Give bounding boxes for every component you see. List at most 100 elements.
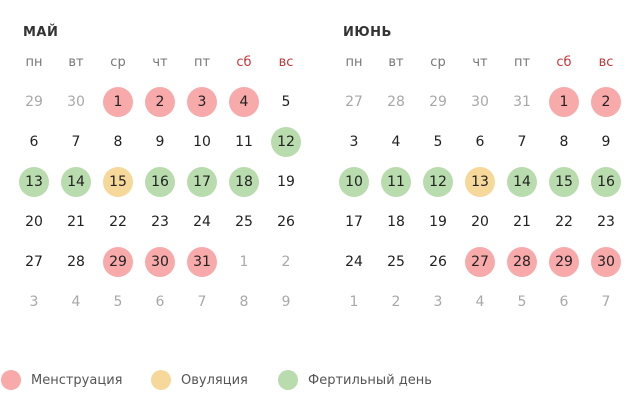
day-cell[interactable]: 24 — [333, 242, 375, 282]
day-cell[interactable]: 3 — [417, 282, 459, 322]
day-cell[interactable]: 30 — [459, 82, 501, 122]
day-cell[interactable]: 30 — [585, 242, 627, 282]
day-cell[interactable]: 28 — [55, 242, 97, 282]
day-cell[interactable]: 8 — [97, 122, 139, 162]
day-cell[interactable]: 5 — [265, 82, 307, 122]
day-cell[interactable]: 17 — [333, 202, 375, 242]
weekday-header: вт — [388, 55, 404, 70]
day-cell[interactable]: 1 — [333, 282, 375, 322]
day-cell[interactable]: 27 — [13, 242, 55, 282]
day-cell[interactable]: 29 — [543, 242, 585, 282]
day-cell[interactable]: 7 — [55, 122, 97, 162]
day-number: 2 — [391, 294, 401, 310]
day-cell[interactable]: 28 — [501, 242, 543, 282]
day-cell[interactable]: 1 — [223, 242, 265, 282]
day-cell[interactable]: 6 — [543, 282, 585, 322]
day-cell[interactable]: 3 — [333, 122, 375, 162]
day-cell[interactable]: 6 — [459, 122, 501, 162]
weekday-header: вс — [598, 55, 614, 70]
day-cell[interactable]: 12 — [417, 162, 459, 202]
day-cell[interactable]: 13 — [459, 162, 501, 202]
day-cell[interactable]: 11 — [223, 122, 265, 162]
day-cell[interactable]: 4 — [55, 282, 97, 322]
day-number: 22 — [109, 214, 127, 230]
day-cell[interactable]: 28 — [375, 82, 417, 122]
day-cell[interactable]: 10 — [333, 162, 375, 202]
day-number: 27 — [25, 254, 43, 270]
day-cell[interactable]: 29 — [97, 242, 139, 282]
day-cell[interactable]: 16 — [585, 162, 627, 202]
day-cell[interactable]: 9 — [139, 122, 181, 162]
day-cell[interactable]: 5 — [417, 122, 459, 162]
day-cell[interactable]: 2 — [375, 282, 417, 322]
day-cell[interactable]: 9 — [265, 282, 307, 322]
day-cell[interactable]: 3 — [181, 82, 223, 122]
day-cell[interactable]: 4 — [223, 82, 265, 122]
day-cell[interactable]: 22 — [97, 202, 139, 242]
day-cell[interactable]: 8 — [223, 282, 265, 322]
day-number: 18 — [229, 167, 259, 197]
day-cell[interactable]: 7 — [501, 122, 543, 162]
day-cell[interactable]: 2 — [585, 82, 627, 122]
day-cell[interactable]: 8 — [543, 122, 585, 162]
day-cell[interactable]: 12 — [265, 122, 307, 162]
day-number: 3 — [29, 294, 39, 310]
day-cell[interactable]: 29 — [417, 82, 459, 122]
day-cell[interactable]: 5 — [97, 282, 139, 322]
day-cell[interactable]: 13 — [13, 162, 55, 202]
day-cell[interactable]: 7 — [585, 282, 627, 322]
day-cell[interactable]: 1 — [543, 82, 585, 122]
day-cell[interactable]: 31 — [501, 82, 543, 122]
day-cell[interactable]: 3 — [13, 282, 55, 322]
day-cell[interactable]: 16 — [139, 162, 181, 202]
day-cell[interactable]: 10 — [181, 122, 223, 162]
day-number: 8 — [239, 294, 249, 310]
day-cell[interactable]: 31 — [181, 242, 223, 282]
day-cell[interactable]: 23 — [585, 202, 627, 242]
day-cell[interactable]: 25 — [375, 242, 417, 282]
day-cell[interactable]: 6 — [13, 122, 55, 162]
day-cell[interactable]: 30 — [55, 82, 97, 122]
day-cell[interactable]: 2 — [139, 82, 181, 122]
day-number: 9 — [155, 134, 165, 150]
day-cell[interactable]: 20 — [13, 202, 55, 242]
day-cell[interactable]: 15 — [543, 162, 585, 202]
day-cell[interactable]: 22 — [543, 202, 585, 242]
day-cell[interactable]: 19 — [417, 202, 459, 242]
day-cell[interactable]: 18 — [223, 162, 265, 202]
day-cell[interactable]: 4 — [459, 282, 501, 322]
day-cell[interactable]: 23 — [139, 202, 181, 242]
day-cell[interactable]: 17 — [181, 162, 223, 202]
day-cell[interactable]: 4 — [375, 122, 417, 162]
day-cell[interactable]: 1 — [97, 82, 139, 122]
day-cell[interactable]: 7 — [181, 282, 223, 322]
day-cell[interactable]: 11 — [375, 162, 417, 202]
day-number: 1 — [349, 294, 359, 310]
day-cell[interactable]: 5 — [501, 282, 543, 322]
day-cell[interactable]: 26 — [265, 202, 307, 242]
day-cell[interactable]: 19 — [265, 162, 307, 202]
day-number: 1 — [103, 87, 133, 117]
month-title: МАЙ — [23, 25, 59, 40]
day-cell[interactable]: 25 — [223, 202, 265, 242]
day-cell[interactable]: 27 — [333, 82, 375, 122]
day-number: 15 — [103, 167, 133, 197]
day-cell[interactable]: 15 — [97, 162, 139, 202]
day-cell[interactable]: 9 — [585, 122, 627, 162]
day-cell[interactable]: 6 — [139, 282, 181, 322]
day-cell[interactable]: 30 — [139, 242, 181, 282]
day-cell[interactable]: 21 — [501, 202, 543, 242]
day-cell[interactable]: 26 — [417, 242, 459, 282]
day-cell[interactable]: 29 — [13, 82, 55, 122]
day-number: 11 — [235, 134, 253, 150]
day-cell[interactable]: 14 — [55, 162, 97, 202]
day-cell[interactable]: 14 — [501, 162, 543, 202]
day-cell[interactable]: 20 — [459, 202, 501, 242]
day-cell[interactable]: 27 — [459, 242, 501, 282]
day-cell[interactable]: 21 — [55, 202, 97, 242]
day-cell[interactable]: 2 — [265, 242, 307, 282]
day-cell[interactable]: 24 — [181, 202, 223, 242]
day-cell[interactable]: 18 — [375, 202, 417, 242]
weekday-header: пт — [193, 55, 211, 70]
weekday-header: пт — [513, 55, 531, 70]
